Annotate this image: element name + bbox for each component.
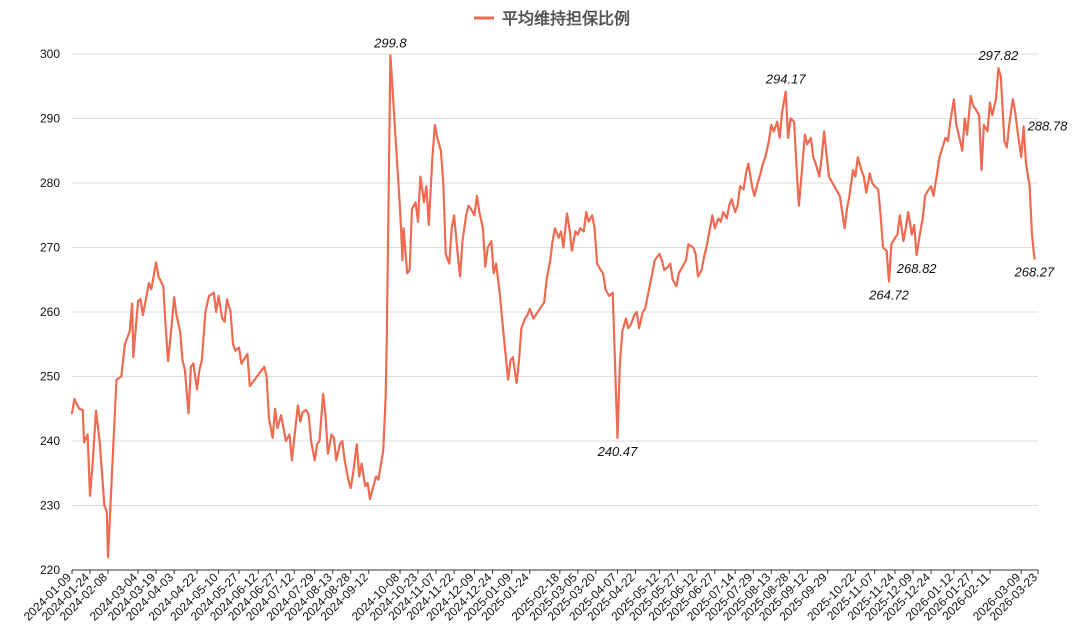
y-axis-ticks: 220 230 240 250 260 270 280 290 300 [40,47,60,577]
y-tick-label: 300 [40,47,60,61]
y-tick-label: 230 [40,499,60,513]
series-group [70,54,1036,559]
data-label: 264.72 [868,288,910,303]
data-label: 268.82 [896,261,938,276]
x-axis-ticks: 2024-01-092024-01-242024-02-082024-03-04… [21,570,1041,624]
y-tick-label: 270 [40,241,60,255]
series-line [70,54,1036,559]
data-label: 297.82 [977,48,1019,63]
y-tick-label: 290 [40,112,60,126]
legend-label: 平均维持担保比例 [502,9,630,28]
data-label: 240.47 [597,444,639,459]
y-tick-label: 220 [40,563,60,577]
y-tick-label: 280 [40,176,60,190]
data-label: 299.8 [373,35,407,50]
y-tick-label: 250 [40,370,60,384]
data-label: 294.17 [765,72,807,87]
y-tick-label: 240 [40,434,60,448]
annotations: 299.8 240.47 294.17 264.72 268.82 297.82 288.7… [373,35,1068,459]
data-label: 288.78 [1027,118,1069,133]
data-label: 268.27 [1014,265,1056,280]
y-tick-label: 260 [40,305,60,319]
legend: 平均维持担保比例 [474,9,630,28]
